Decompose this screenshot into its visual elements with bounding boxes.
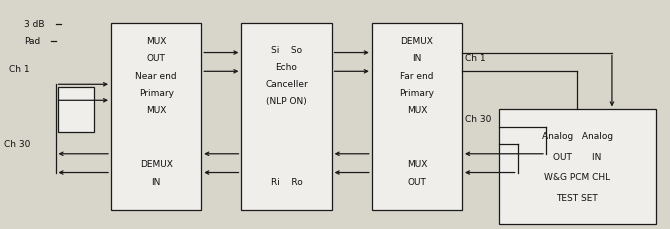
Bar — [58, 87, 94, 133]
Text: Primary: Primary — [139, 88, 174, 97]
Text: MUX: MUX — [407, 105, 427, 114]
Text: TEST SET: TEST SET — [557, 193, 598, 202]
Text: Primary: Primary — [399, 88, 434, 97]
Text: Echo: Echo — [275, 63, 297, 72]
Text: W&G PCM CHL: W&G PCM CHL — [544, 173, 610, 182]
Text: MUX: MUX — [146, 37, 166, 46]
Text: IN: IN — [412, 54, 421, 63]
Text: (NLP ON): (NLP ON) — [266, 97, 307, 106]
Text: OUT: OUT — [147, 54, 165, 63]
Bar — [111, 23, 201, 210]
Text: Far end: Far end — [400, 71, 433, 80]
Text: DEMUX: DEMUX — [140, 160, 173, 169]
Text: IN: IN — [151, 177, 161, 186]
Text: Ch 30: Ch 30 — [466, 114, 492, 123]
Text: Near end: Near end — [135, 71, 177, 80]
Text: MUX: MUX — [407, 160, 427, 169]
Text: Canceller: Canceller — [265, 80, 308, 89]
Text: Analog   Analog: Analog Analog — [542, 132, 613, 141]
Bar — [241, 23, 332, 210]
Text: 3 dB: 3 dB — [24, 20, 45, 29]
Text: Ch 1: Ch 1 — [9, 65, 29, 74]
Text: OUT       IN: OUT IN — [553, 152, 602, 161]
Text: DEMUX: DEMUX — [401, 37, 433, 46]
Bar — [498, 110, 656, 224]
Text: Ch 1: Ch 1 — [466, 54, 486, 63]
Text: OUT: OUT — [407, 177, 426, 186]
Text: Pad: Pad — [24, 37, 40, 46]
Text: Ri    Ro: Ri Ro — [271, 178, 302, 187]
Bar — [372, 23, 462, 210]
Text: Ch 30: Ch 30 — [4, 140, 30, 149]
Text: MUX: MUX — [146, 105, 166, 114]
Text: Si    So: Si So — [271, 46, 302, 55]
